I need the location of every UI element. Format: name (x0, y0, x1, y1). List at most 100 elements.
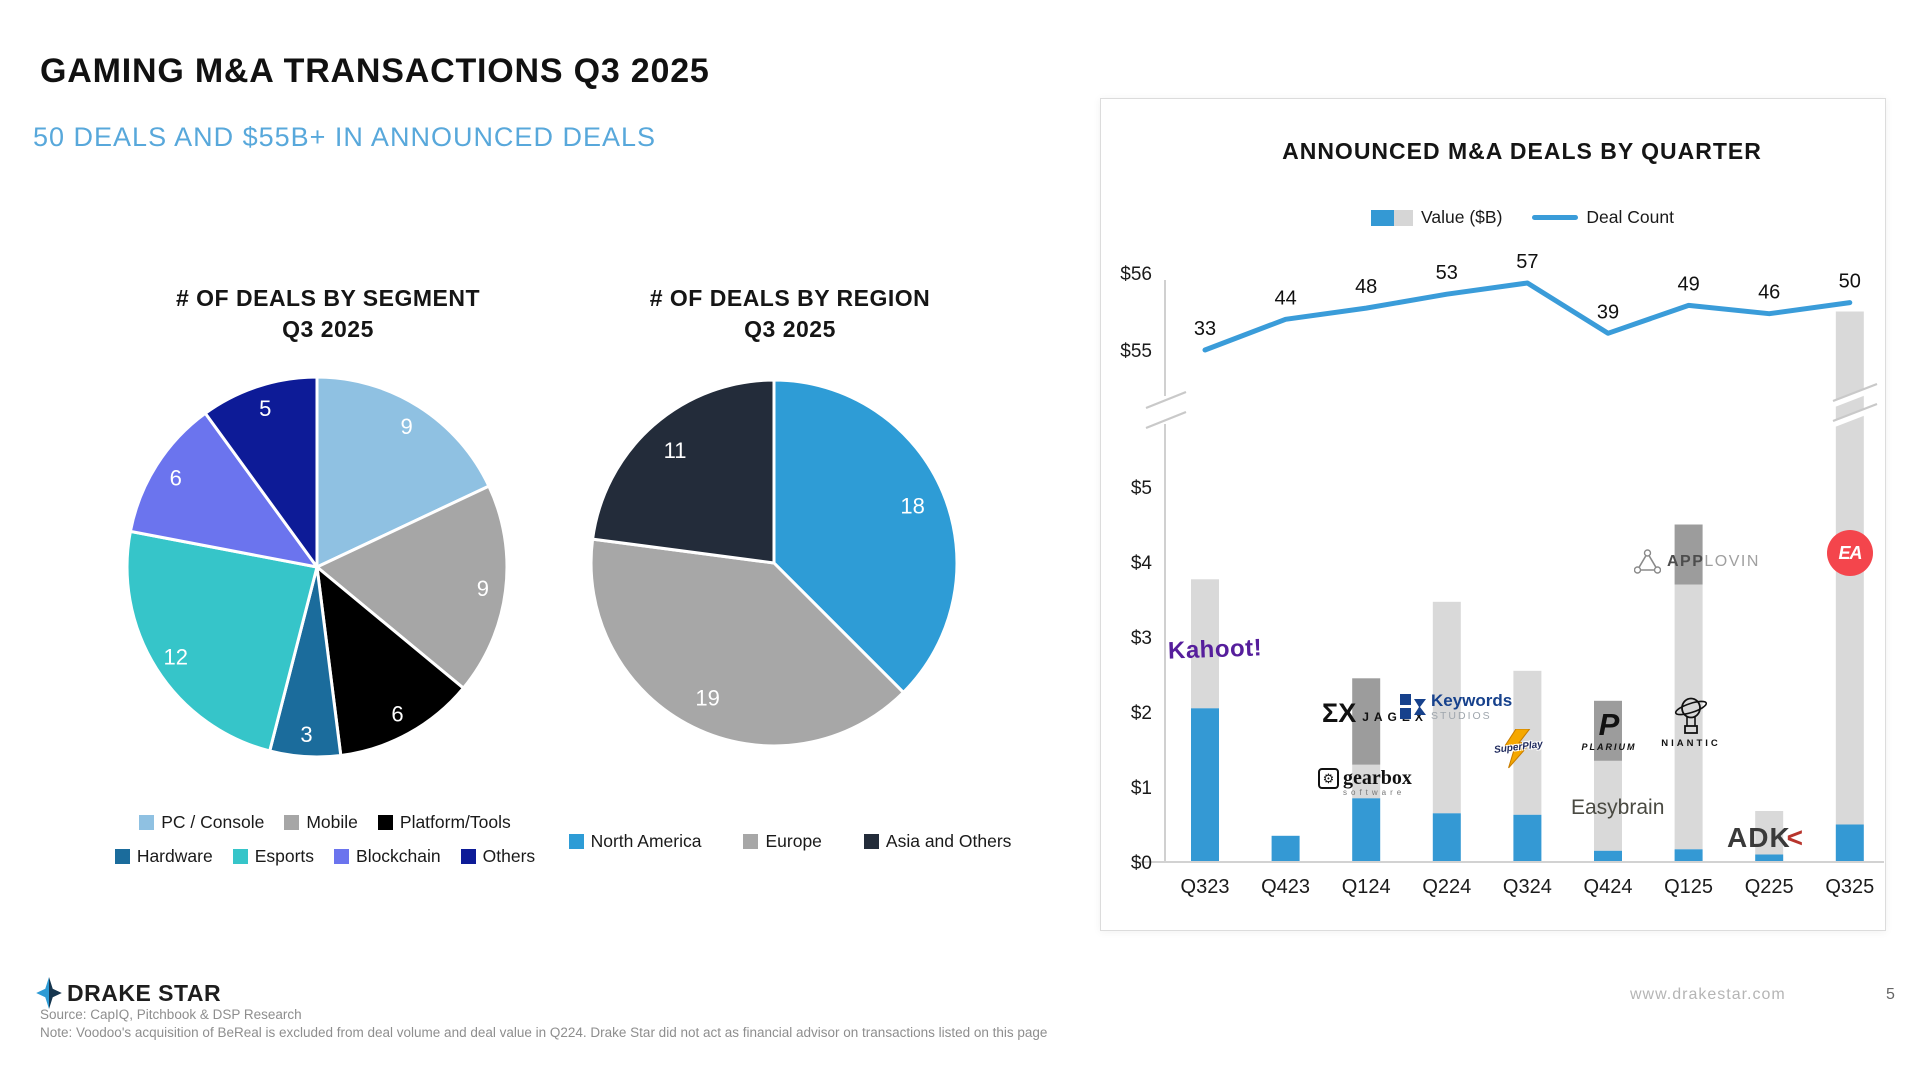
y-tick-usd-1: $1 (1131, 778, 1152, 799)
legend-swatch-europe (743, 834, 759, 849)
deal-count-label-q225: 46 (1758, 282, 1780, 304)
bar-break-mark-2 (1832, 402, 1878, 423)
x-tick-q424: Q424 (1584, 876, 1633, 898)
y-tick-usd-5: $5 (1131, 478, 1152, 499)
pie-value-label-asia-and-others: 11 (664, 438, 687, 463)
bar-break-mark-1 (1832, 382, 1878, 403)
superplay-logo: SuperPlay (1494, 728, 1552, 769)
legend-row-2: Hardware Esports Blockchain Others (105, 846, 545, 867)
bar-blue-q324 (1513, 814, 1542, 863)
pie-slice-others (203, 375, 319, 569)
pie-slice-pc-console (315, 375, 491, 569)
legend-item-platform-tools: Platform/Tools (377, 812, 511, 833)
pie-slice-platform-tools (315, 565, 465, 757)
region-pie-title-line2: Q3 2025 (744, 316, 836, 342)
deal-count-label-q324: 57 (1516, 251, 1538, 273)
adk-wordmark: ADK (1727, 822, 1791, 853)
legend-item-north-america: North America (568, 831, 701, 852)
legend-swatch-north-america (568, 834, 584, 849)
drake-star-icon (36, 977, 62, 1009)
deal-count-line (1202, 280, 1853, 353)
legend-swatch-pc-console (139, 815, 155, 830)
legend-row-1: PC / Console Mobile Platform/Tools (129, 812, 521, 833)
keywords-k-icon (1400, 694, 1426, 720)
pie-value-label-esports: 12 (164, 645, 188, 670)
adk-logo: ADK< (1727, 822, 1804, 854)
niantic-balloon-icon (1674, 697, 1708, 734)
jagex-monogram-icon: ΣΧ (1322, 698, 1357, 728)
pie-value-label-pc-console: 9 (400, 414, 412, 439)
deal-count-line-icon (1532, 215, 1579, 220)
pie-value-label-others: 5 (259, 396, 271, 421)
legend-item-esports: Esports (232, 846, 315, 867)
applovin-wordmark: APPLOVIN (1667, 553, 1760, 570)
legend-count-label: Deal Count (1586, 207, 1674, 227)
deal-count-label-q125: 49 (1677, 273, 1699, 295)
bar-gray-q225 (1755, 811, 1784, 855)
website-link[interactable]: www.drakestar.com (1630, 986, 1786, 1003)
gearbox-wordmark: gearbox (1343, 767, 1412, 789)
segment-pie-title-line1: # OF DEALS BY SEGMENT (175, 285, 480, 311)
quarterly-chart-title: ANNOUNCED M&A DEALS BY QUARTER (1282, 138, 1762, 164)
pie-slice-esports (125, 529, 319, 753)
y-tick-usd-56: $56 (1120, 264, 1152, 285)
legend-row-1: North America Europe Asia and Others (548, 831, 1033, 852)
drake-star-logo: DRAKE STAR (36, 977, 221, 1009)
lightning-bolt-icon (1503, 728, 1532, 769)
pie-value-label-hardware: 3 (300, 722, 312, 747)
deal-count-label-q323: 33 (1194, 318, 1216, 340)
legend-label-others: Others (482, 846, 536, 866)
ea-wordmark: EA (1838, 542, 1862, 563)
x-tick-q224: Q224 (1422, 876, 1471, 898)
region-pie-legend: North America Europe Asia and Others (568, 831, 1011, 852)
pie-value-label-mobile: 9 (477, 576, 489, 601)
region-pie-title: # OF DEALS BY REGION Q3 2025 (590, 283, 990, 345)
legend-item-value: Value ($B) (1371, 207, 1502, 228)
legend-item-others: Others (460, 846, 536, 867)
plarium-p-icon: P (1598, 707, 1620, 742)
deal-count-label-q325: 50 (1839, 271, 1861, 293)
bar-blue-q423 (1271, 835, 1300, 863)
plarium-wordmark: PLARIUM (1581, 742, 1637, 752)
adk-arrow-icon: < (1786, 822, 1805, 853)
legend-swatch-hardware (114, 849, 130, 864)
quarterly-chart-card (1100, 98, 1886, 931)
legend-label-asia-and-others: Asia and Others (885, 831, 1012, 851)
x-tick-q124: Q124 (1342, 876, 1391, 898)
quarterly-combo-chart: $0 $1 $2 $3 $4 $5 $55 $56 Q323 Q423 Q124 Q224 Q324 Q4… (1120, 251, 1884, 898)
y-tick-usd-4: $4 (1131, 553, 1153, 574)
legend-item-hardware: Hardware (114, 846, 213, 867)
segment-pie-title-line2: Q3 2025 (282, 316, 374, 342)
bar-darkgray-q125 (1674, 524, 1703, 585)
deal-count-label-q424: 39 (1597, 301, 1619, 323)
legend-swatch-platform-tools (377, 815, 393, 830)
gearbox-logo: ⚙ gearbox software (1318, 768, 1412, 797)
page-number: 5 (1886, 986, 1895, 1003)
easybrain-logo: Easybrain (1571, 796, 1665, 819)
applovin-triangle-icon (1634, 549, 1661, 574)
bar-blue-q224 (1432, 813, 1461, 863)
drake-star-wordmark: DRAKE STAR (67, 979, 222, 1006)
legend-label-esports: Esports (254, 846, 315, 866)
legend-swatch-mobile (284, 815, 300, 830)
gearbox-sub-wordmark: software (1343, 788, 1406, 797)
legend-swatch-others (460, 849, 476, 864)
legend-label-europe: Europe (765, 831, 822, 851)
ea-logo: EA (1827, 530, 1873, 576)
legend-label-blockchain: Blockchain (356, 846, 441, 866)
segment-pie-title: # OF DEALS BY SEGMENT Q3 2025 (128, 283, 528, 345)
y-tick-usd-2: $2 (1131, 703, 1152, 724)
deal-count-label-q124: 48 (1355, 276, 1377, 298)
keywords-studios-logo: Keywords STUDIOS (1400, 691, 1512, 722)
applovin-logo: APPLOVIN (1634, 549, 1760, 575)
bar-darkgray-q424 (1594, 700, 1622, 761)
bar-blue-q125 (1674, 849, 1703, 863)
bar-gray-q124 (1352, 764, 1381, 799)
bar-darkgray-q124 (1352, 678, 1381, 765)
legend-item-europe: Europe (743, 831, 822, 852)
pie-slice-blockchain (128, 411, 319, 569)
page-subtitle: 50 DEALS AND $55B+ IN ANNOUNCED DEALS (33, 122, 656, 152)
x-tick-q324: Q324 (1503, 876, 1552, 898)
deal-count-label-q224: 53 (1436, 262, 1458, 284)
value-swatch-icon (1371, 209, 1414, 226)
